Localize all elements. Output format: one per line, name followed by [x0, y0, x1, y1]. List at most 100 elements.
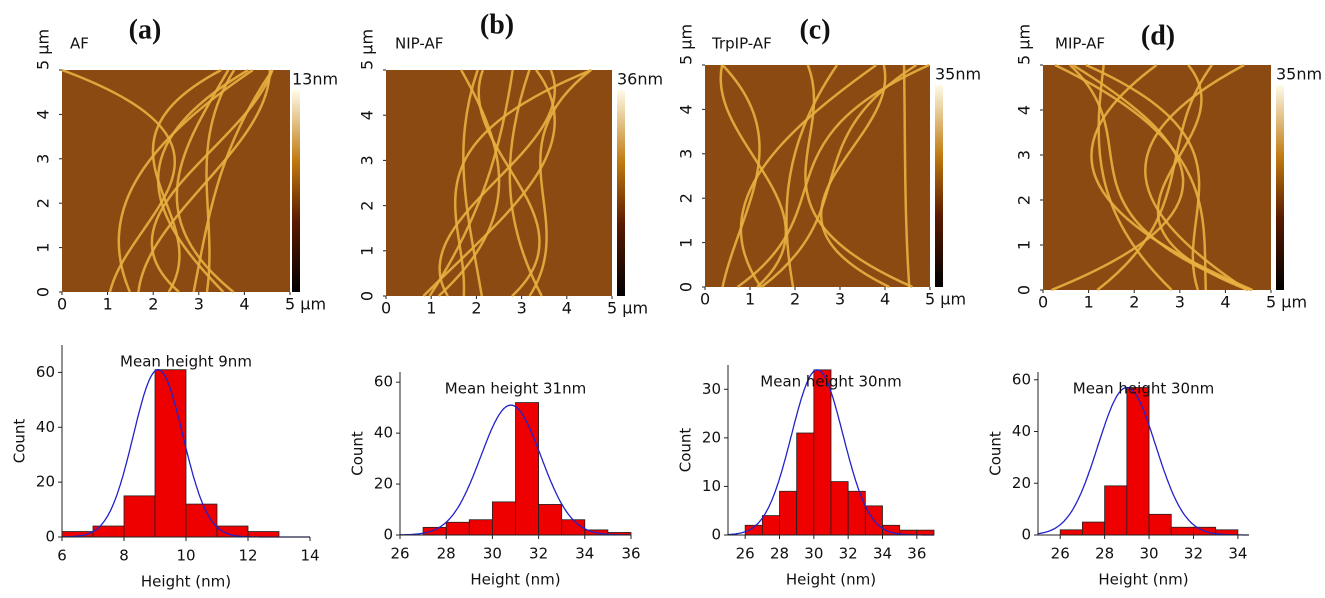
x-tick-label: 3 — [835, 290, 845, 309]
y-tick-label: 60 — [1012, 370, 1031, 388]
fibril — [1069, 64, 1252, 292]
panel-label: (c) — [799, 14, 830, 45]
x-tick-label: 34 — [1228, 545, 1247, 563]
bar — [538, 504, 563, 536]
y-tick-label: 2 — [1015, 195, 1034, 205]
x-tick-label: 10 — [176, 547, 195, 565]
x-tick-label: 1 — [103, 295, 113, 314]
y-tick-label: 3 — [677, 149, 696, 159]
sample-name: NIP-AF — [395, 35, 443, 53]
y-tick-label: 2 — [34, 198, 53, 208]
colorbar-max: 13nm — [292, 70, 338, 89]
afm-image — [1043, 65, 1271, 290]
x-tick-label: 30 — [1140, 545, 1159, 563]
bar — [1148, 513, 1172, 536]
y-tick-label: 5 µm — [677, 24, 696, 65]
fibril — [422, 69, 556, 297]
y-tick-label: 0 — [34, 287, 53, 297]
y-tick-label: 0 — [45, 528, 55, 546]
x-tick-label: 12 — [238, 547, 257, 565]
fibril — [453, 68, 592, 297]
fibril — [192, 69, 274, 293]
y-tick-label: 1 — [34, 243, 53, 253]
fibril — [151, 68, 222, 293]
bar — [779, 490, 798, 536]
fibril — [902, 64, 911, 288]
y-tick-label: 5 µm — [358, 29, 377, 70]
x-tick-label: 3 — [194, 295, 204, 314]
colorbar — [1276, 85, 1284, 290]
colorbar-max: 35nm — [1276, 65, 1322, 84]
fibril — [61, 68, 177, 293]
colorbar-max: 36nm — [617, 70, 663, 89]
x-tick-label: 4 — [1220, 293, 1230, 312]
bar — [445, 521, 470, 536]
y-tick-label: 1 — [358, 246, 377, 256]
y-tick-label: 0 — [1021, 526, 1031, 544]
y-tick-label: 20 — [1012, 474, 1031, 492]
y-axis-label: Count — [677, 428, 695, 473]
bar — [468, 519, 493, 536]
x-tick-label: 2 — [148, 295, 158, 314]
y-tick-label: 0 — [1015, 285, 1034, 295]
bar — [123, 495, 156, 538]
x-tick-label: 4 — [880, 290, 890, 309]
fit-curve — [1037, 386, 1249, 536]
y-tick-label: 30 — [702, 380, 721, 398]
bar — [1126, 387, 1150, 536]
x-tick-label: 1 — [745, 290, 755, 309]
y-tick-label: 3 — [358, 155, 377, 165]
x-tick-label: 30 — [483, 545, 502, 563]
y-tick-label: 0 — [711, 526, 721, 544]
x-tick-label: 30 — [804, 545, 823, 563]
chart-title: Mean height 30nm — [760, 373, 901, 391]
fibril — [150, 69, 274, 293]
fibril — [508, 69, 543, 297]
sample-name: TrpIP-AF — [711, 35, 772, 53]
fibril — [462, 69, 484, 297]
x-tick-label: 8 — [119, 547, 129, 565]
bar — [185, 503, 218, 538]
fibril — [760, 63, 918, 288]
x-tick-label: 0 — [1038, 293, 1048, 312]
bar — [847, 490, 866, 536]
y-tick-label: 2 — [677, 193, 696, 203]
y-tick-label: 1 — [677, 238, 696, 248]
fibril — [1050, 63, 1185, 292]
fibril — [739, 63, 877, 288]
y-tick-label: 20 — [36, 473, 55, 491]
fibril — [719, 64, 787, 288]
y-tick-label: 40 — [36, 418, 55, 436]
bar — [761, 515, 780, 536]
y-tick-label: 0 — [358, 291, 377, 301]
x-tick-label: 26 — [1051, 545, 1070, 563]
x-tick-label: 28 — [770, 545, 789, 563]
y-tick-label: 40 — [374, 424, 393, 442]
sample-name: AF — [70, 35, 89, 53]
y-tick-label: 5 µm — [1015, 24, 1034, 65]
y-tick-label: 4 — [677, 104, 696, 114]
fibril — [117, 68, 254, 293]
x-tick-label: 26 — [736, 545, 755, 563]
fibril — [1054, 63, 1208, 291]
fibril — [477, 69, 541, 297]
x-axis-label: Height (nm) — [786, 571, 876, 589]
y-tick-label: 20 — [374, 475, 393, 493]
colorbar — [292, 90, 300, 292]
x-tick-label: 5 µm — [607, 299, 648, 318]
colorbar-max: 35nm — [935, 65, 981, 84]
x-tick-label: 32 — [839, 545, 858, 563]
x-tick-label: 34 — [873, 545, 892, 563]
y-tick-label: 5 µm — [34, 29, 53, 70]
fibril — [437, 69, 501, 297]
fibril — [1085, 63, 1201, 291]
x-tick-label: 4 — [562, 299, 572, 318]
fibril — [1097, 64, 1173, 291]
bar — [247, 531, 280, 538]
y-axis-label: Count — [11, 419, 29, 464]
fit-curve — [399, 404, 632, 536]
bar — [1170, 526, 1194, 536]
y-tick-label: 0 — [677, 282, 696, 292]
bar — [1082, 521, 1106, 536]
